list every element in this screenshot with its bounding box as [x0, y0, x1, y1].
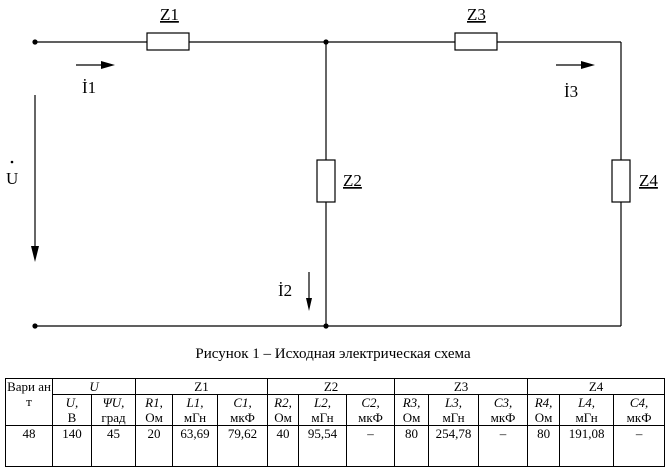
label-i3: İ3: [564, 82, 578, 101]
label-u: U: [6, 169, 18, 188]
subheader-cell: R2, Ом: [267, 394, 300, 426]
label-i1: İ1: [82, 78, 96, 97]
u-dot: [10, 160, 14, 164]
subheader-symbol: L4,: [578, 395, 596, 410]
subheader-unit: мГн: [183, 410, 207, 425]
subheader-unit: град: [101, 410, 126, 425]
node-dot: [32, 323, 38, 329]
group-u: U: [51, 378, 137, 395]
resistor-z1: [146, 32, 190, 51]
subheader-cell: C2, мкФ: [346, 394, 396, 426]
subheader-cell: L2, мГн: [298, 394, 348, 426]
table-cell: 45: [90, 425, 137, 467]
table-cell: –: [613, 425, 666, 467]
table-cell: 254,78: [428, 425, 480, 467]
table-cell: 20: [135, 425, 174, 467]
subheader-unit: Ом: [402, 410, 421, 425]
table-cell: 140: [52, 425, 92, 467]
subheader-unit: мГн: [442, 410, 465, 425]
table-cell: 191,08: [559, 425, 615, 467]
group-z1: Z1: [135, 378, 269, 395]
node-dot: [323, 39, 329, 45]
subheader-cell: R3, Ом: [394, 394, 430, 426]
figure-caption: Рисунок 1 – Исходная электрическая схема: [195, 346, 471, 362]
arrowhead-i3: [581, 61, 595, 69]
subheader-unit: мГн: [311, 410, 334, 425]
group-z2: Z2: [267, 378, 396, 395]
subheader-unit: В: [67, 410, 77, 425]
subheader-unit: Ом: [145, 410, 163, 425]
table-cell: 95,54: [298, 425, 348, 467]
subheader-cell: ΨU, град: [90, 394, 137, 426]
table-cell: 63,69: [172, 425, 219, 467]
subheader-symbol: ΨU,: [102, 395, 125, 410]
subheader-unit: Ом: [534, 410, 553, 425]
subheader-cell: L3, мГн: [428, 394, 480, 426]
resistor-z4: [611, 159, 631, 203]
table-cell: 79,62: [217, 425, 269, 467]
subheader-unit: Ом: [274, 410, 292, 425]
subheader-cell: C3, мкФ: [478, 394, 529, 426]
label-z2: Z2: [343, 171, 362, 190]
subheader-symbol: L2,: [314, 395, 332, 410]
subheader-symbol: R1,: [145, 395, 163, 410]
subheader-unit: мкФ: [490, 410, 516, 425]
label-i2: İ2: [278, 281, 292, 300]
group-z4: Z4: [527, 378, 666, 395]
arrowhead-u: [31, 246, 39, 262]
subheader-symbol: R4,: [534, 395, 553, 410]
table-cell: –: [346, 425, 396, 467]
table-cell: 80: [394, 425, 430, 467]
group-header-row: Вари ант U Z1 Z2 Z3 Z4: [5, 378, 666, 426]
subheader-cell: R4, Ом: [527, 394, 561, 426]
node-dot: [323, 323, 329, 329]
subheader-unit: мГн: [575, 410, 598, 425]
arrowhead-i2: [306, 298, 312, 311]
label-z1: Z1: [160, 5, 179, 24]
subheader-unit: мкФ: [358, 410, 383, 425]
table-cell: –: [478, 425, 529, 467]
subheader-cell: U, В: [52, 394, 92, 426]
subheader-symbol: C4,: [629, 395, 649, 410]
subheader-unit: мкФ: [626, 410, 652, 425]
label-z4: Z4: [639, 171, 658, 190]
resistor-z3: [454, 32, 498, 51]
subheader-unit: мкФ: [230, 410, 255, 425]
subheader-symbol: R3,: [402, 395, 421, 410]
resistor-z2: [316, 159, 336, 203]
subheader-symbol: L1,: [186, 395, 204, 410]
node-dot: [32, 39, 38, 45]
subheader-cell: C4, мкФ: [613, 394, 666, 426]
parameters-table: Вари ант U Z1 Z2 Z3 Z4 U, В ΨU, град R1, Ом L1…: [5, 378, 666, 467]
subheader-cell: L1, мГн: [172, 394, 219, 426]
subheader-symbol: C2,: [361, 395, 380, 410]
subheader-cell: R1, Ом: [135, 394, 174, 426]
subheader-symbol: L3,: [445, 395, 463, 410]
circuit-diagram: Z1 Z3 Z2 Z4 İ1 İ2 İ3 U: [6, 5, 658, 329]
table-cell: 80: [527, 425, 561, 467]
arrowhead-i1: [101, 61, 115, 69]
table-cell: 40: [267, 425, 300, 467]
table-row: 48 140 45 20 63,69 79,62 40 95,54–80 254,78–80 19…: [5, 425, 666, 467]
label-z3: Z3: [467, 5, 486, 24]
subheader-cell: L4, мГн: [559, 394, 615, 426]
group-z3: Z3: [394, 378, 529, 395]
variant-header: Вари ант: [5, 378, 53, 426]
subheader-row: U, В ΨU, град R1, Ом L1, мГн C1, мкФ R2, Ом L2, мГн C2…: [6, 394, 666, 426]
subheader-cell: C1, мкФ: [217, 394, 269, 426]
table-cell: 48: [5, 425, 53, 467]
subheader-symbol: C3,: [493, 395, 513, 410]
subheader-symbol: U,: [65, 395, 79, 410]
subheader-symbol: C1,: [233, 395, 252, 410]
subheader-symbol: R2,: [274, 395, 292, 410]
